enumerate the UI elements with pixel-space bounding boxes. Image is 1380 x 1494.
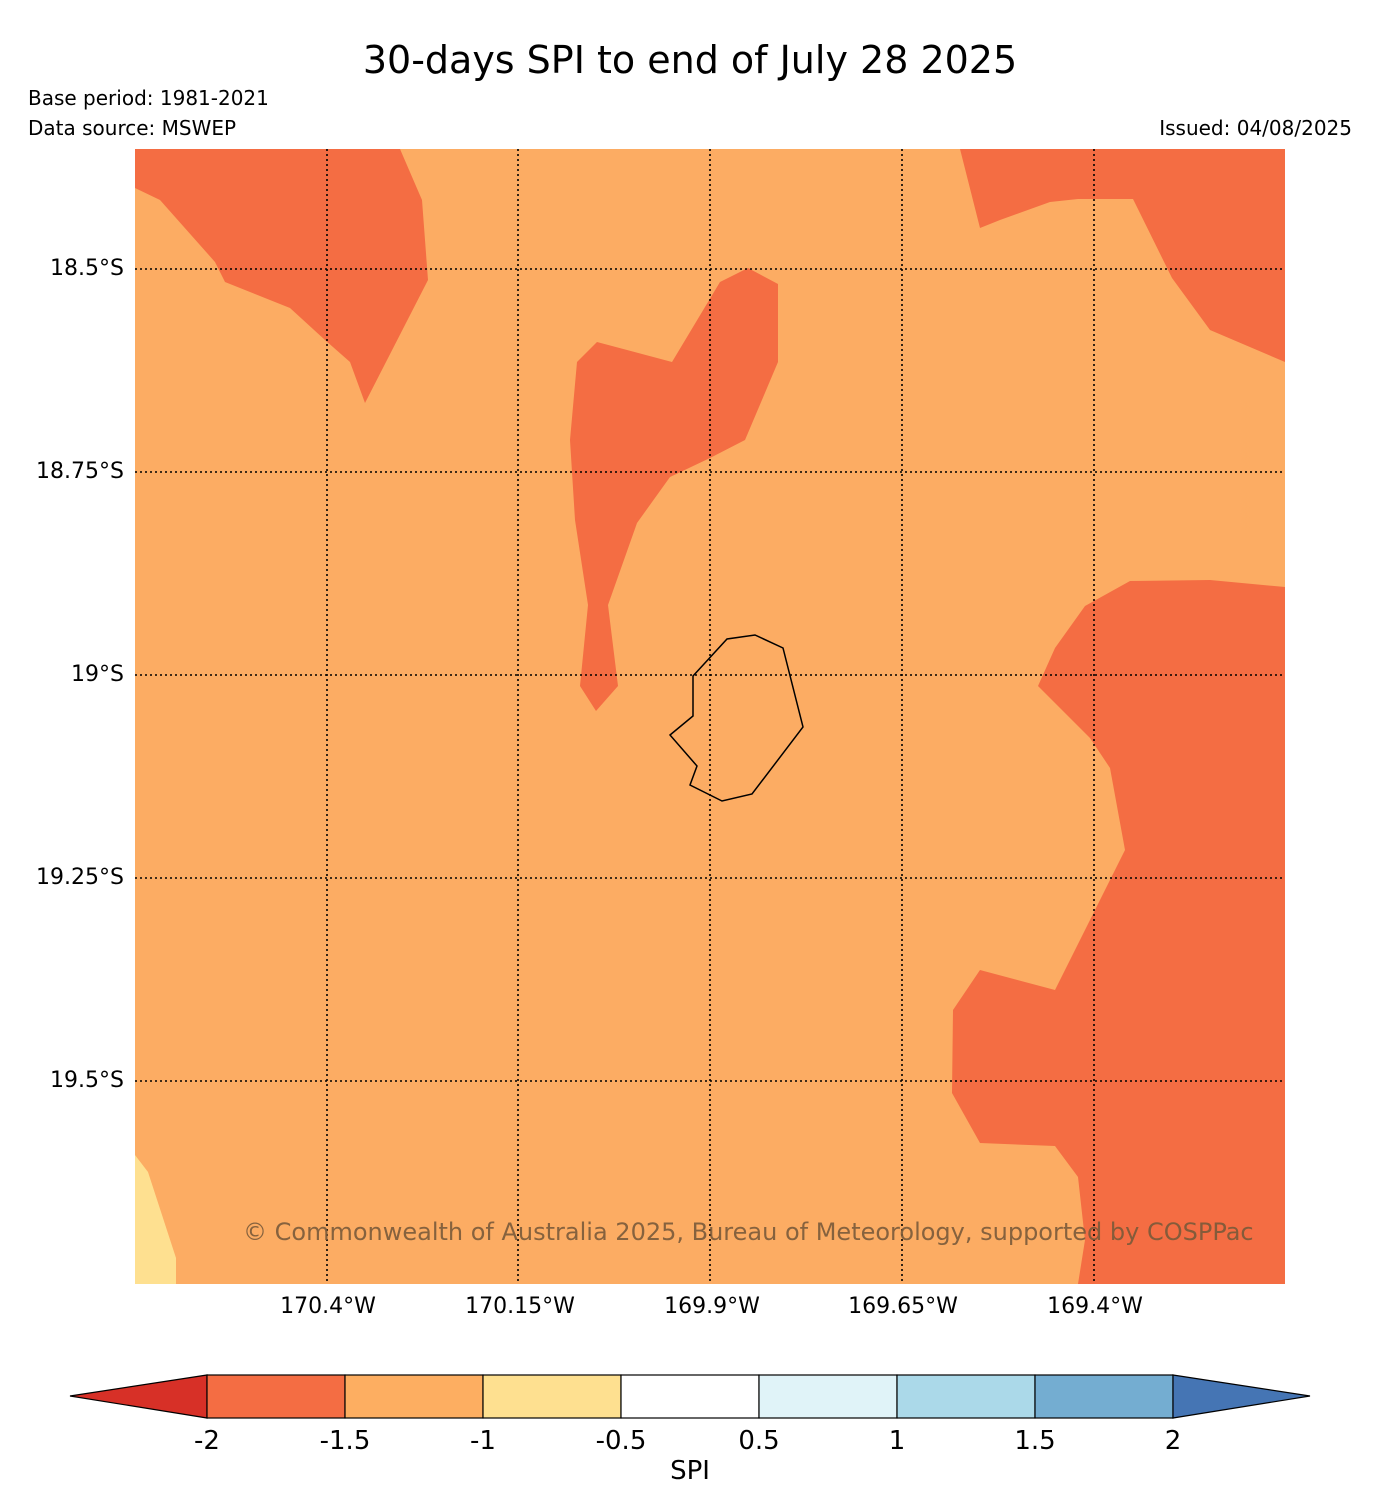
colorbar-bin [1034,1374,1174,1419]
lon-tick: 169.65°W [848,1294,958,1319]
lat-tick: 19.25°S [36,865,124,890]
colorbar-bin [344,1374,484,1419]
colorbar-tick: -0.5 [595,1426,647,1456]
colorbar-tick: 1 [888,1426,906,1456]
colorbar-tick: -1.5 [319,1426,371,1456]
colorbar-tick: 0.5 [738,1426,780,1456]
lat-tick: 18.75°S [36,459,124,484]
lon-tick: 170.15°W [465,1294,575,1319]
colorbar-tick: -1 [470,1426,496,1456]
colorbar-bin [206,1374,346,1419]
colorbar-label: SPI [670,1456,710,1486]
base-period: Base period: 1981-2021 [28,86,269,110]
lat-tick: 19.5°S [50,1068,124,1093]
spi-region-severely-dry-ne [960,149,1285,362]
colorbar-bin [620,1374,760,1419]
map-title: 30-days SPI to end of July 28 2025 [362,38,1018,82]
colorbar-bin [758,1374,898,1419]
colorbar-bin [482,1374,622,1419]
lon-tick: 169.9°W [664,1294,760,1319]
lat-tick: 18.5°S [50,256,124,281]
colorbar-extend-low [69,1374,208,1419]
copyright-notice: © Commonwealth of Australia 2025, Bureau… [243,1218,1254,1246]
colorbar [69,1374,1311,1419]
spi-region-mildly-dry-sw [135,1155,176,1284]
lon-tick: 169.4°W [1047,1294,1143,1319]
colorbar-tick: 2 [1164,1426,1182,1456]
spi-region-severely-dry-nw [135,149,428,403]
colorbar-extend-high [1172,1374,1311,1419]
colorbar-tick: 1.5 [1014,1426,1056,1456]
graticule [135,149,1285,1284]
data-source: Data source: MSWEP [28,116,237,140]
issued-date: Issued: 04/08/2025 [1159,116,1352,140]
niue-coastline [668,634,804,802]
colorbar-tick: -2 [194,1426,220,1456]
colorbar-bin [896,1374,1036,1419]
spi-region-severely-dry-east [952,580,1285,1284]
lon-tick: 170.4°W [280,1294,376,1319]
lat-tick: 19°S [71,662,124,687]
spi-region-severely-dry-center [570,268,778,711]
